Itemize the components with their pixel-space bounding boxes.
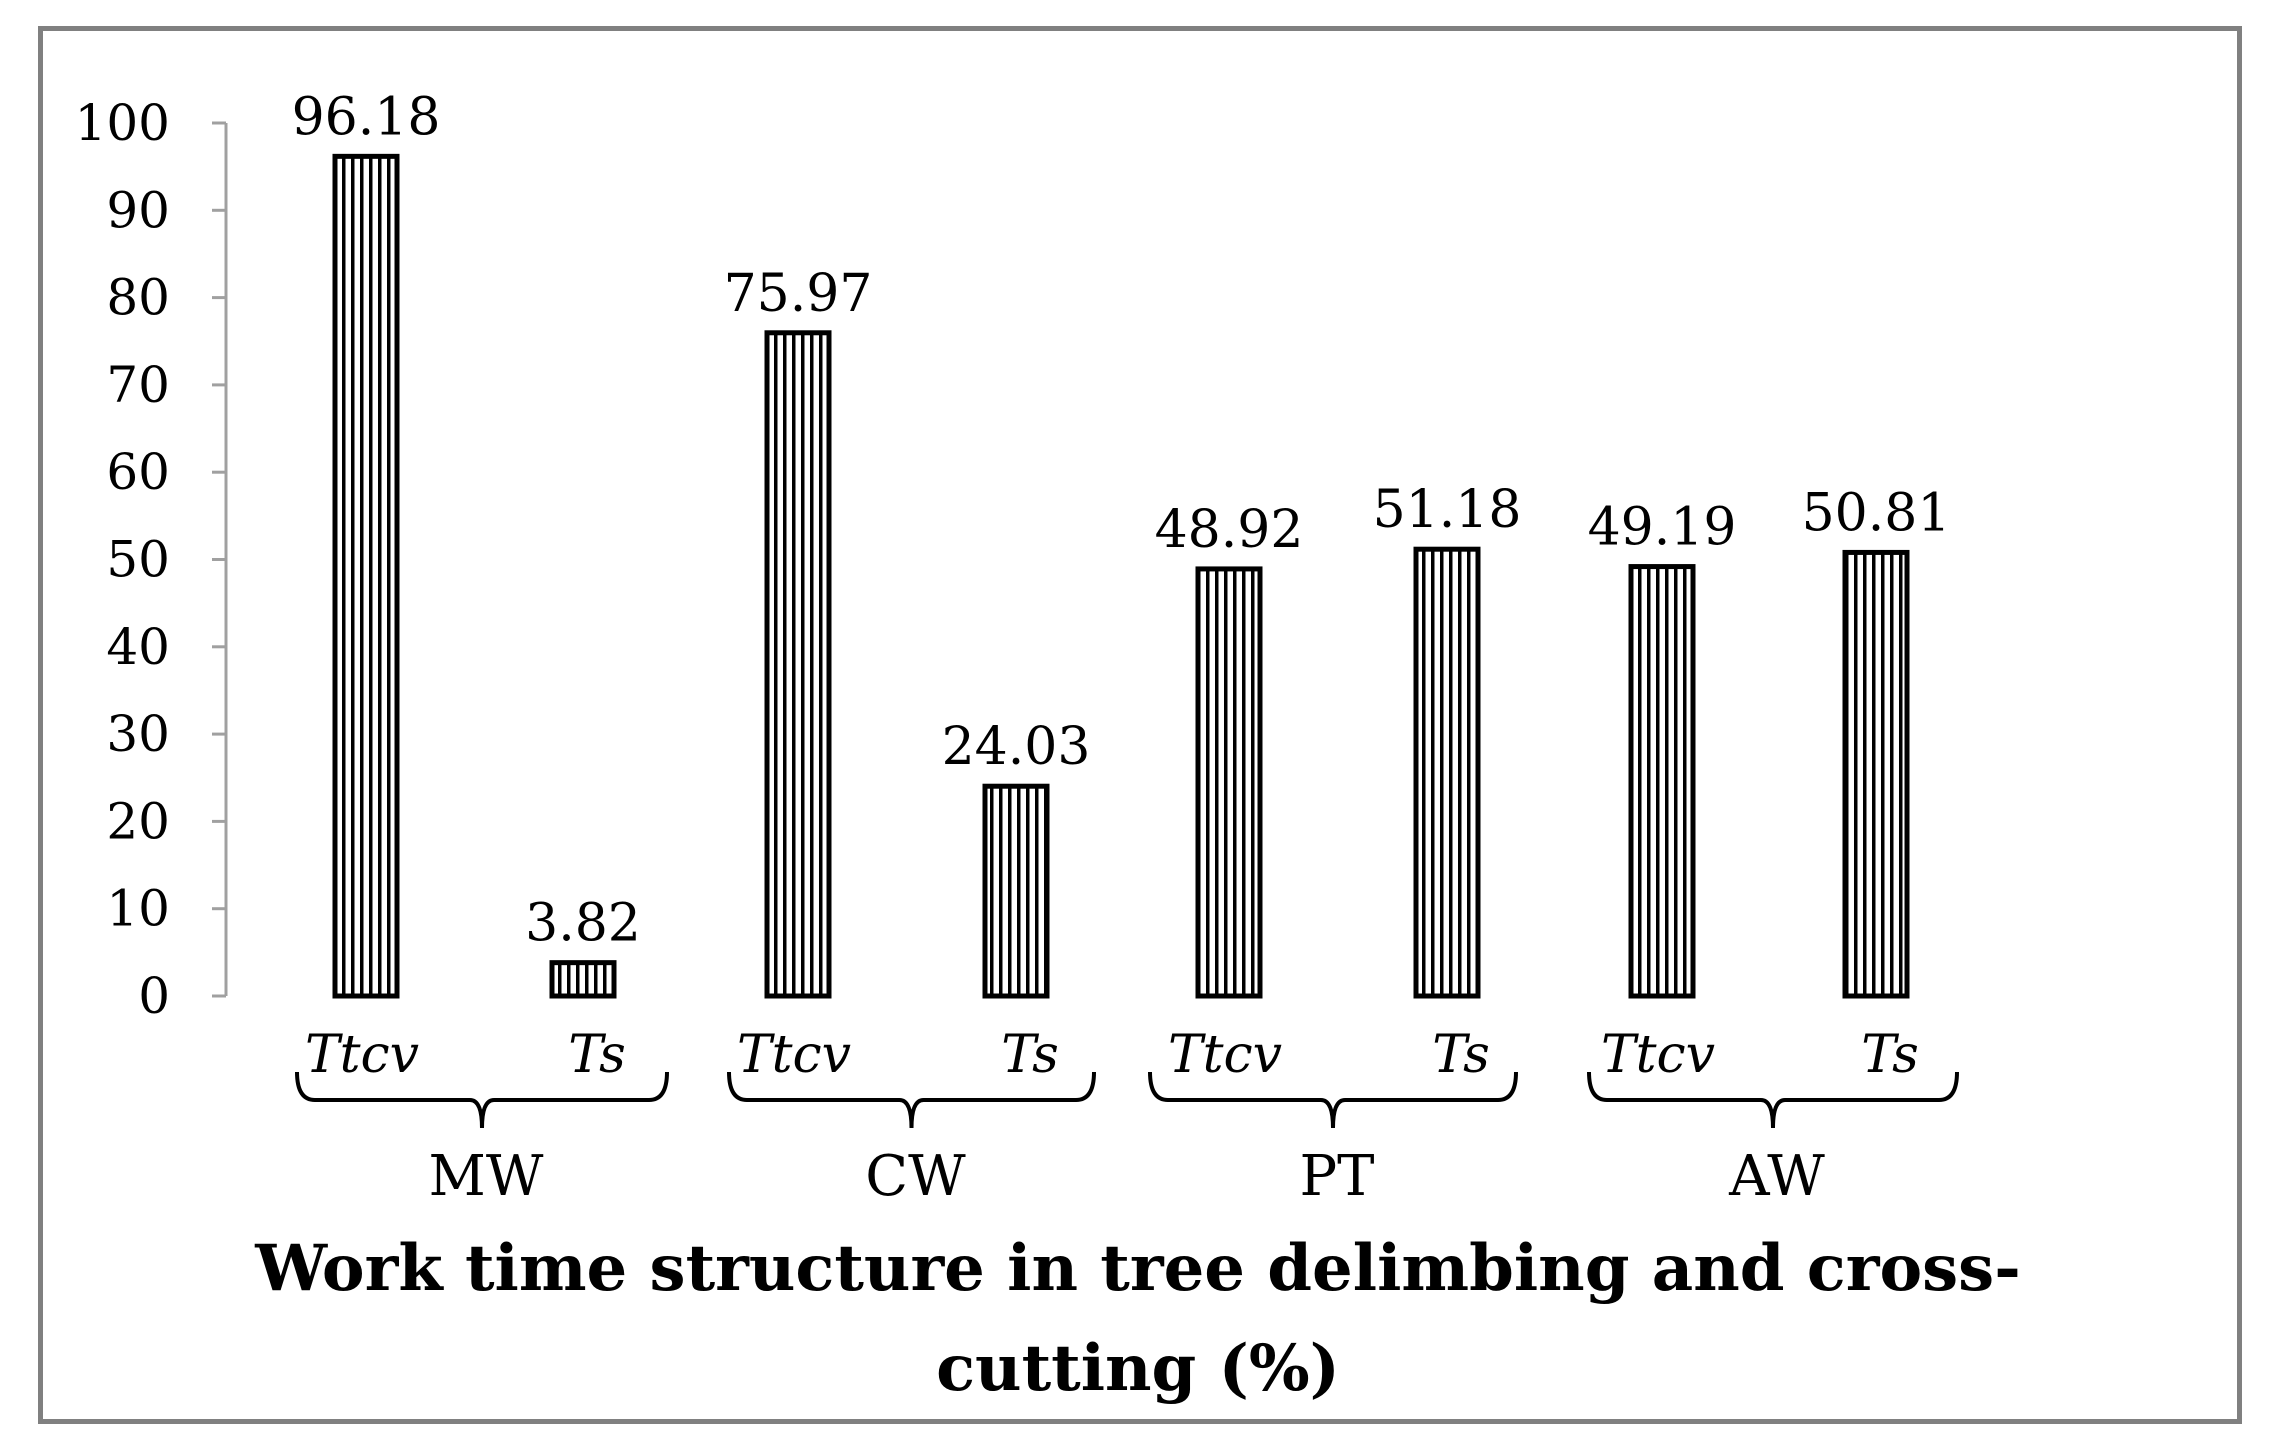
group-bracket: [1587, 1071, 1959, 1129]
data-label: 96.18: [292, 87, 441, 147]
data-label: 75.97: [724, 264, 873, 324]
bar-cw-ttcv: [764, 330, 832, 999]
y-tick-label: 40: [106, 618, 170, 676]
data-label: 49.19: [1588, 498, 1737, 558]
bar-mw-ttcv: [332, 153, 400, 999]
y-tick-label: 10: [106, 880, 170, 938]
data-label: 51.18: [1373, 480, 1522, 540]
y-tick-label: 90: [106, 181, 170, 239]
bar-category-label: Ttcv: [305, 1025, 419, 1085]
group-bracket: [1148, 1071, 1518, 1129]
y-tick-label: 20: [106, 792, 170, 850]
y-tick-label: 0: [138, 967, 170, 1025]
y-tick-label: 70: [106, 356, 170, 414]
bar-category-label: Ts: [1861, 1025, 1919, 1085]
bars-layer: [332, 153, 1910, 999]
y-tick-label: 100: [75, 94, 170, 152]
labels-layer: 96.18 Ttcv 3.82 Ts 75.97 Ttcv 24.03 Ts 48.92 Ttcv…: [292, 87, 1951, 1085]
group-label-pt: PT: [1299, 1144, 1374, 1209]
bar-mw-ts: [549, 960, 617, 999]
bar-aw-ts: [1842, 549, 1910, 999]
data-label: 50.81: [1802, 483, 1951, 543]
y-axis: 0 10 20 30 40 50 60 70 80 90 100: [75, 94, 228, 1025]
bar-category-label: Ttcv: [737, 1025, 851, 1085]
bar-pt-ttcv: [1195, 566, 1263, 999]
bar-category-label: Ts: [568, 1025, 626, 1085]
y-tick-label: 80: [106, 269, 170, 327]
bar-cw-ts: [982, 783, 1050, 999]
y-tick-label: 50: [106, 531, 170, 589]
bar-pt-ts: [1413, 546, 1481, 999]
bar-category-label: Ttcv: [1168, 1025, 1282, 1085]
y-tick-label: 60: [106, 443, 170, 501]
group-bracket: [727, 1071, 1096, 1129]
group-label-aw: AW: [1728, 1144, 1825, 1209]
chart-title-line-1: Work time structure in tree delimbing an…: [254, 1231, 2021, 1306]
data-label: 24.03: [942, 717, 1091, 777]
data-label: 3.82: [525, 894, 641, 954]
group-brackets: MW CW PT AW: [295, 1071, 1959, 1209]
bar-category-label: Ts: [1432, 1025, 1490, 1085]
y-tick-label: 30: [106, 705, 170, 763]
bar-category-label: Ts: [1001, 1025, 1059, 1085]
group-label-cw: CW: [865, 1144, 966, 1209]
group-label-mw: MW: [429, 1144, 544, 1209]
data-label: 48.92: [1155, 500, 1304, 560]
bar-category-label: Ttcv: [1601, 1025, 1715, 1085]
bar-aw-ttcv: [1628, 564, 1696, 999]
group-bracket: [295, 1071, 669, 1129]
chart-title-line-2: cutting (%): [936, 1331, 1340, 1406]
